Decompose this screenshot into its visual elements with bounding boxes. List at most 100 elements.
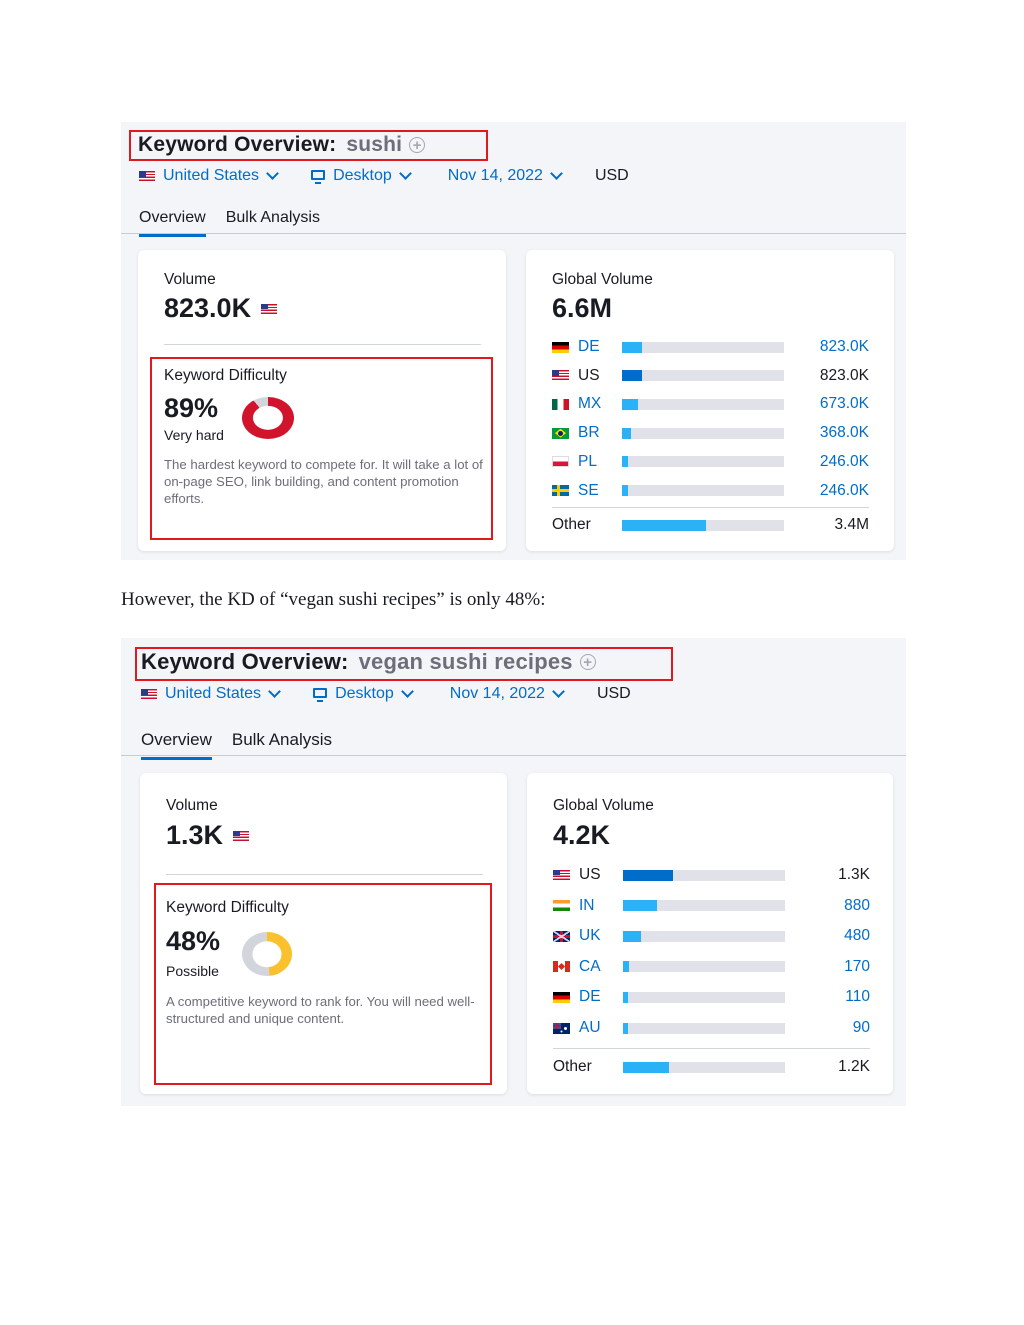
kd-value: 89% — [164, 393, 219, 423]
country-code[interactable]: CA — [553, 958, 623, 976]
country-volume[interactable]: 480 — [844, 927, 870, 945]
de-flag-icon — [552, 341, 569, 353]
kd-highlight-box — [154, 883, 492, 1085]
global-volume-label: Global Volume — [553, 797, 654, 814]
country-row: CA 170 — [553, 957, 870, 977]
country-volume[interactable]: 90 — [852, 1019, 870, 1036]
other-row: Other 1.2K — [553, 1057, 870, 1077]
us-flag-icon — [553, 869, 570, 881]
country-share-bar — [622, 370, 784, 382]
tab-bulk-analysis[interactable]: Bulk Analysis — [225, 209, 320, 226]
kd-donut-chart — [242, 932, 292, 976]
country-volume[interactable]: 880 — [844, 896, 870, 914]
screenshot-sushi: Keyword Overview: sushi + United States … — [121, 122, 906, 560]
country-code[interactable]: PL — [552, 453, 622, 471]
country-volume[interactable]: 170 — [844, 957, 870, 975]
country-code[interactable]: DE — [552, 338, 622, 356]
country-share-bar-fill — [623, 991, 628, 1003]
other-bar-fill — [622, 519, 707, 531]
add-keyword-icon[interactable]: + — [579, 654, 596, 670]
keyword-text: vegan sushi recipes — [358, 649, 573, 674]
country-share-bar — [622, 456, 784, 468]
country-row: SE 246.0K — [552, 481, 869, 501]
kd-donut-chart — [242, 397, 294, 439]
country-volume[interactable]: 368.0K — [819, 424, 869, 442]
tab-overview[interactable]: Overview — [141, 730, 212, 760]
country-volume[interactable]: 110 — [845, 988, 870, 1006]
country-share-bar — [623, 961, 785, 973]
se-flag-icon — [552, 485, 569, 496]
uk-flag-icon — [553, 930, 570, 942]
tabs-divider — [121, 755, 906, 756]
country-share-bar-fill — [622, 370, 643, 382]
add-keyword-icon[interactable]: + — [409, 137, 426, 153]
country-volume[interactable]: 246.0K — [819, 481, 869, 499]
country-code[interactable]: IN — [553, 897, 623, 915]
other-label: Other — [553, 1058, 592, 1075]
country-code[interactable]: AU — [553, 1019, 623, 1037]
device-dropdown[interactable]: Desktop — [311, 167, 412, 185]
country-dropdown[interactable]: United States — [141, 685, 281, 703]
country-row: DE 823.0K — [552, 337, 869, 357]
country-dropdown[interactable]: United States — [139, 167, 279, 185]
country-code[interactable]: SE — [552, 482, 622, 500]
global-volume-value: 4.2K — [553, 820, 611, 850]
global-volume-value: 6.6M — [552, 293, 613, 323]
country-code-text: PL — [578, 452, 597, 470]
date-label: Nov 14, 2022 — [447, 167, 543, 184]
country-code-text: MX — [578, 395, 602, 413]
tab-overview[interactable]: Overview — [139, 209, 206, 237]
country-volume: 823.0K — [819, 366, 869, 384]
chevron-down-icon — [266, 167, 279, 180]
country-share-bar-fill — [623, 900, 658, 912]
country-code[interactable]: BR — [552, 424, 622, 442]
de-flag-icon — [553, 991, 570, 1003]
date-dropdown[interactable]: Nov 14, 2022 — [449, 685, 565, 703]
country-code[interactable]: DE — [553, 988, 623, 1006]
country-volume[interactable]: 246.0K — [819, 452, 869, 470]
country-share-bar-fill — [622, 456, 628, 468]
kd-description: A competitive keyword to rank for. You w… — [166, 994, 475, 1026]
volume-value: 823.0K — [164, 293, 278, 324]
country-share-bar-fill — [622, 427, 632, 439]
country-volume[interactable]: 823.0K — [819, 338, 869, 355]
volume-number: 1.3K — [166, 820, 224, 850]
country-code-text: DE — [579, 988, 601, 1006]
country-share-bar-fill — [623, 869, 674, 881]
country-label: United States — [163, 167, 260, 184]
country-share-bar — [623, 930, 785, 942]
other-bar — [623, 1061, 785, 1073]
country-label: United States — [165, 685, 262, 702]
chevron-down-icon — [398, 167, 412, 180]
country-share-bar-fill — [622, 341, 643, 353]
country-share-bar-fill — [622, 398, 639, 410]
ca-flag-icon — [553, 961, 570, 973]
date-dropdown[interactable]: Nov 14, 2022 — [447, 167, 563, 185]
country-volume: 1.3K — [838, 866, 870, 883]
country-row: IN 880 — [553, 896, 870, 916]
global-volume-card: Global Volume 4.2K US 1.3K IN 880 UK 480 CA 170… — [527, 773, 893, 1094]
country-volume[interactable]: 673.0K — [819, 395, 869, 413]
country-code-text: US — [579, 866, 601, 883]
other-label: Other — [552, 516, 591, 533]
device-label: Desktop — [335, 685, 394, 702]
country-code-text: IN — [579, 896, 595, 914]
country-share-bar-fill — [622, 485, 628, 496]
device-dropdown[interactable]: Desktop — [313, 685, 414, 703]
date-label: Nov 14, 2022 — [449, 685, 545, 702]
other-bar-fill — [623, 1061, 670, 1073]
country-share-bar — [623, 991, 785, 1003]
title-prefix: Keyword Overview: — [138, 133, 337, 156]
page-title: Keyword Overview: vegan sushi recipes + — [141, 649, 596, 675]
country-row: MX 673.0K — [552, 394, 869, 414]
divider — [164, 344, 481, 345]
title-highlight-box — [129, 130, 488, 161]
other-value: 3.4M — [834, 516, 869, 533]
divider — [552, 507, 869, 508]
kd-label: Keyword Difficulty — [164, 367, 287, 384]
tab-bulk-analysis[interactable]: Bulk Analysis — [231, 730, 333, 749]
country-code[interactable]: MX — [552, 395, 622, 413]
br-flag-icon — [552, 427, 569, 439]
country-row: BR 368.0K — [552, 423, 869, 443]
country-code[interactable]: UK — [553, 927, 623, 945]
